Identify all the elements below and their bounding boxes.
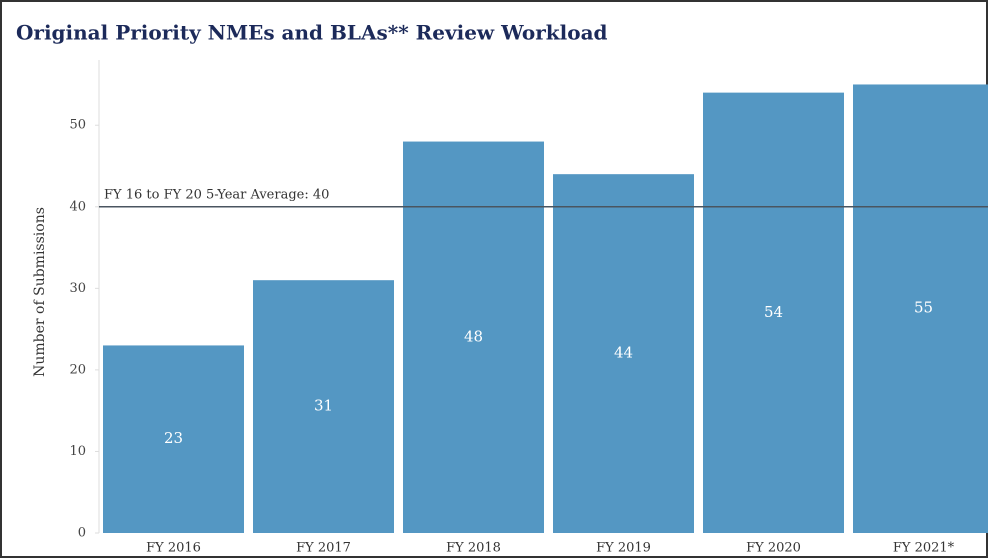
bar [703,92,844,533]
x-tick-label: FY 2019 [596,541,651,556]
bar [253,280,394,533]
y-tick-label: 50 [69,118,86,133]
data-label: 55 [914,299,933,317]
x-tick-label: FY 2021* [893,541,955,556]
data-label: 44 [614,344,633,362]
bar [853,84,988,533]
data-label: 23 [164,429,183,447]
reference-label: FY 16 to FY 20 5-Year Average: 40 [104,187,329,202]
bar [103,345,244,533]
y-tick-label: 10 [69,444,86,459]
y-axis-label: Number of Submissions [32,207,48,377]
x-tick-label: FY 2017 [296,541,351,556]
bar [553,174,694,533]
x-tick-label: FY 2018 [446,541,501,556]
data-label: 54 [764,303,783,321]
x-tick-label: FY 2020 [746,541,801,556]
y-tick-label: 40 [69,199,86,214]
chart-title: Original Priority NMEs and BLAs** Review… [16,21,608,45]
y-tick-label: 0 [78,526,86,541]
x-tick-label: FY 2016 [146,541,201,556]
y-tick-label: 30 [69,281,86,296]
y-tick-label: 20 [69,362,86,377]
data-label: 31 [314,397,333,415]
data-label: 48 [464,327,483,345]
